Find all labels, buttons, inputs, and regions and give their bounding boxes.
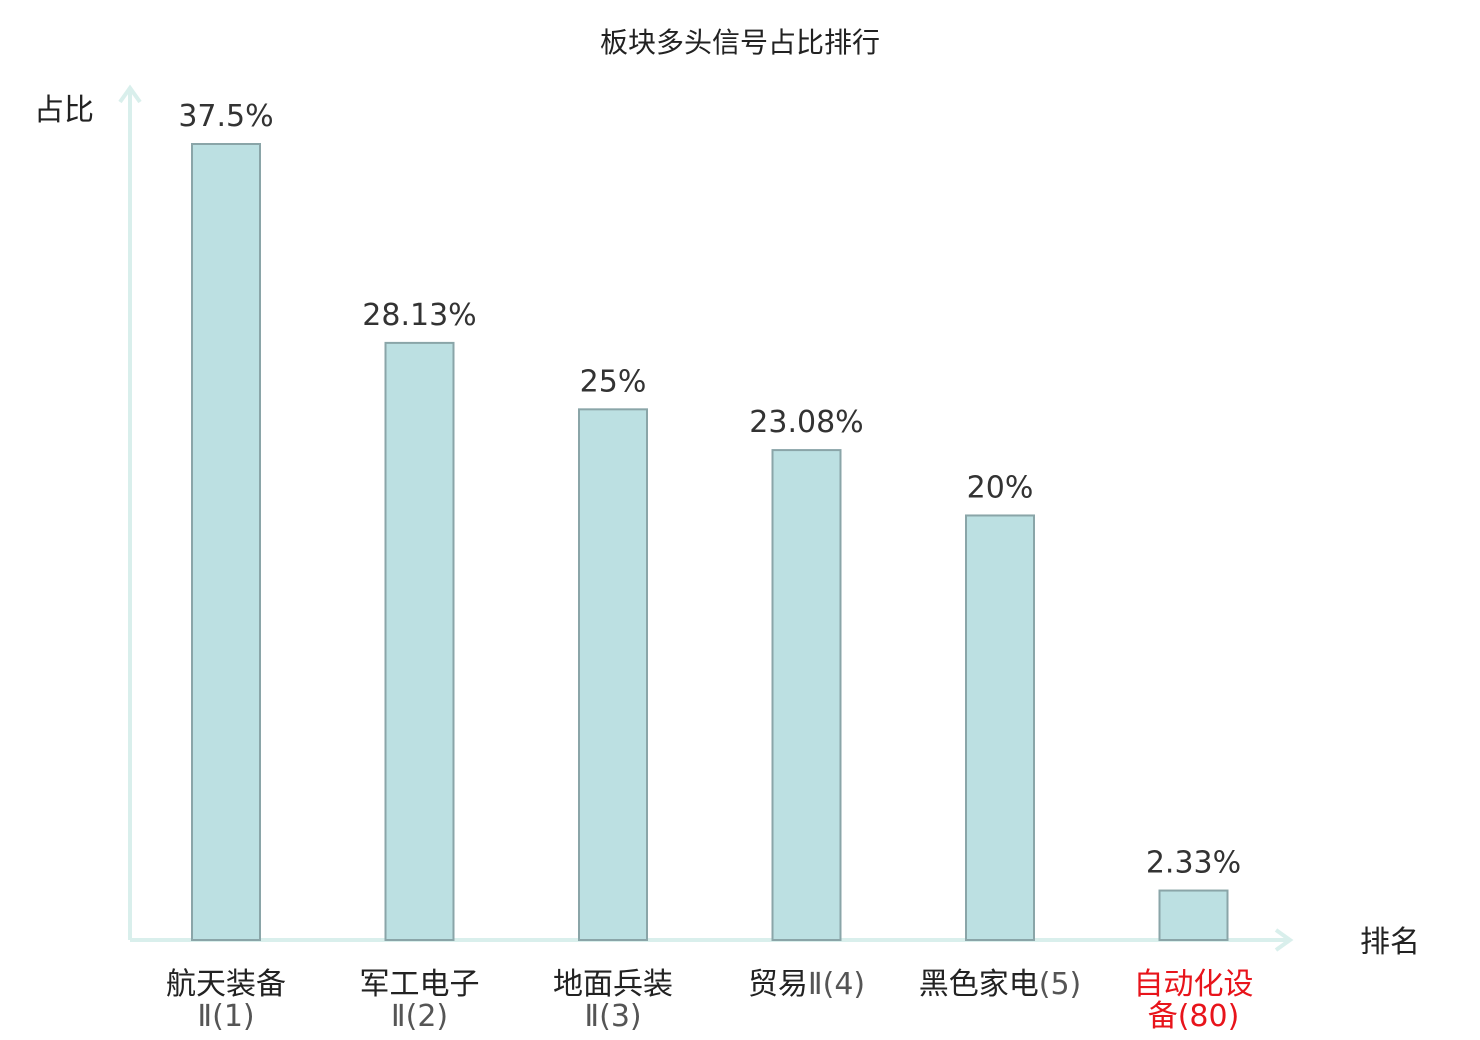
x-axis-label: 排名 [1360, 925, 1420, 960]
category-rank: Ⅱ(1) [197, 999, 254, 1034]
category-name: 地面兵装 [553, 967, 673, 1002]
axes [118, 84, 1294, 952]
bar-value-label: 37.5% [178, 99, 273, 134]
bar-value-label: 20% [967, 470, 1034, 505]
value-labels: 37.5% 28.13% 25% 23.08% 20% 2.33% [178, 99, 1241, 881]
bar-value-label: 2.33% [1146, 846, 1241, 881]
bar [384, 341, 455, 941]
category-rank: Ⅱ(2) [391, 999, 448, 1034]
category-label: 地面兵装 Ⅱ(3) [553, 967, 673, 1034]
category-name: 自动化设 [1134, 967, 1254, 1002]
bar [771, 449, 842, 941]
category-label: 贸易Ⅱ(4) [748, 967, 865, 1002]
x-axis-arrow [1274, 928, 1294, 952]
category-name: 贸易 [748, 967, 808, 1002]
bar [578, 408, 648, 942]
bar [965, 514, 1035, 941]
category-label: 自动化设备(80) [1134, 967, 1254, 1034]
bars [191, 143, 1229, 942]
category-name: 军工电子 [360, 967, 480, 1002]
category-rank: Ⅱ(4) [808, 967, 865, 1002]
bar [1158, 889, 1229, 942]
category-label: 黑色家电(5) [919, 967, 1082, 1002]
category-name: 航天装备 [166, 967, 286, 1002]
category-labels: 航天装备 Ⅱ(1) 军工电子 Ⅱ(2) 地面兵装 Ⅱ(3) 贸易Ⅱ(4) 黑色家电(5) 自动化… [166, 967, 1254, 1034]
bar-value-label: 28.13% [362, 298, 476, 333]
category-label: 航天装备 Ⅱ(1) [166, 967, 286, 1034]
category-name: 黑色家电 [919, 967, 1039, 1002]
category-label: 军工电子 Ⅱ(2) [360, 967, 480, 1034]
category-rank: Ⅱ(3) [584, 999, 641, 1034]
y-axis-arrow [118, 84, 142, 104]
bar-value-label: 23.08% [749, 405, 863, 440]
category-rank: (5) [1039, 967, 1082, 1002]
category-rank: 备(80) [1148, 999, 1240, 1034]
bar-value-label: 25% [580, 364, 647, 399]
y-axis-label: 占比 [34, 93, 94, 128]
bar [191, 143, 261, 941]
chart-title: 板块多头信号占比排行 [600, 26, 880, 59]
